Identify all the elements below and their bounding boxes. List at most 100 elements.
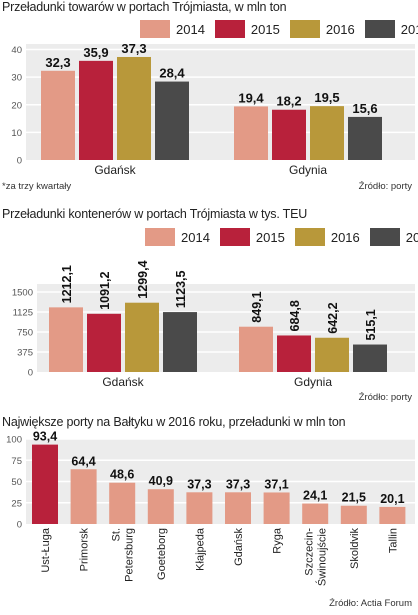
legend-item-2014: 2014 [145, 228, 210, 246]
bar [155, 81, 189, 160]
bar [277, 335, 311, 372]
category-label: Szczecin- [304, 528, 316, 576]
category-label: Gdańsk [102, 375, 144, 389]
bar [32, 444, 58, 524]
data-label: 1091,2 [98, 272, 112, 310]
bar [310, 106, 344, 160]
legend-item-2017: 2017* [364, 20, 418, 38]
chart1-plot: 0 10 20 30 40 32,3 35,9 37,3 28,4 Gdańsk 19,4 18,2 1… [11, 41, 415, 177]
bar [239, 326, 273, 372]
data-label: 93,4 [33, 430, 57, 444]
legend-swatch [294, 228, 325, 246]
bar [379, 506, 406, 524]
y-tick-label: 1125 [13, 308, 33, 319]
legend-label: 2015 [255, 229, 285, 245]
legend-label: 2017 [405, 229, 418, 245]
legend-item-2016: 2016 [289, 20, 355, 38]
y-tick-label: 0 [17, 520, 22, 531]
bar [147, 489, 174, 524]
data-label: 21,5 [342, 491, 366, 505]
chart1-title: Przeładunki towarów w portach Trójmiasta… [2, 0, 287, 14]
bar [225, 492, 251, 524]
bar [125, 302, 159, 372]
chart2-legend: 2014 2015 2016 2017 [145, 228, 418, 246]
data-label: 28,4 [159, 66, 185, 81]
legend-item-2015: 2015 [214, 20, 280, 38]
data-label: 515,1 [364, 309, 378, 340]
category-label: Ust-Ługa [40, 527, 52, 573]
legend-label: 2016 [325, 21, 355, 37]
y-tick-label: 40 [11, 45, 22, 56]
bar [49, 307, 83, 372]
data-label: 32,3 [45, 55, 70, 70]
category-label: Gdynia [294, 375, 332, 389]
legend-swatch [140, 20, 170, 38]
legend-label: 2015 [250, 21, 280, 37]
chart3-plot: 0 25 50 75 100 93,4 Ust-Ługa 64,4 Primorsk 48,6 St… [6, 430, 415, 586]
bar [117, 56, 151, 160]
legend-item-2014: 2014 [140, 20, 205, 38]
chart2-plot: 0 375 750 1125 1500 1212,1 1091,2 1299,4 1123,5 G… [12, 260, 415, 389]
y-tick-label: 100 [6, 435, 22, 446]
bar [302, 503, 329, 524]
category-label: Gdynia [289, 163, 327, 177]
legend-swatch [219, 228, 250, 246]
bar [348, 116, 382, 160]
data-label: 19,4 [238, 90, 264, 105]
y-tick-label: 750 [17, 328, 33, 339]
y-tick-label: 375 [17, 348, 33, 359]
bar [79, 60, 113, 160]
legend-item-2015: 2015 [219, 228, 285, 246]
legend-swatch [369, 228, 400, 246]
y-tick-label: 0 [28, 368, 33, 379]
y-tick-label: 10 [11, 128, 22, 139]
legend-item-2017: 2017 [369, 228, 418, 246]
data-label: 849,1 [250, 291, 264, 322]
data-label: 684,8 [288, 300, 302, 331]
chart1-source: Źródło: porty [358, 181, 412, 192]
data-label: 24,1 [303, 489, 327, 503]
bar [353, 344, 387, 372]
bar [340, 505, 367, 524]
data-label: 48,6 [110, 468, 134, 482]
category-label: Goeteborg [156, 528, 168, 580]
data-label: 37,3 [187, 477, 211, 491]
bar [87, 313, 121, 372]
legend-swatch [145, 228, 175, 246]
legend-label: 2014 [181, 229, 210, 245]
category-label: Ryga [272, 527, 284, 554]
data-label: 1299,4 [136, 260, 150, 298]
y-tick-label: 75 [11, 456, 22, 467]
y-tick-label: 25 [11, 498, 22, 509]
data-label: 642,2 [326, 302, 340, 333]
chart2-source: Źródło: porty [358, 392, 412, 403]
data-label: 37,3 [121, 41, 146, 56]
bar [70, 469, 97, 524]
category-label: Primorsk [79, 528, 91, 572]
y-tick-label: 0 [17, 156, 22, 167]
category-label: Petersburg [124, 528, 136, 582]
category-label: Kłajpeda [194, 527, 206, 571]
data-label: 37,1 [264, 477, 288, 491]
bar [263, 492, 290, 524]
data-label: 1123,5 [174, 270, 188, 308]
data-label: 18,2 [276, 94, 301, 109]
legend-swatch [214, 20, 245, 38]
bar [186, 492, 213, 524]
bar [234, 106, 268, 160]
bar [163, 312, 197, 372]
legend-item-2016: 2016 [294, 228, 360, 246]
data-label: 35,9 [83, 45, 108, 60]
data-label: 1212,1 [60, 265, 74, 303]
category-label: Tallin [387, 528, 399, 553]
bar [41, 70, 75, 160]
legend-swatch [289, 20, 320, 38]
chart2-title: Przeładunki kontenerów w portach Trójmia… [2, 207, 308, 221]
chart3-title: Największe porty na Bałtyku w 2016 roku,… [2, 415, 346, 429]
y-tick-label: 1500 [12, 288, 33, 299]
bar [109, 482, 136, 524]
data-label: 64,4 [71, 454, 95, 468]
data-label: 19,5 [314, 90, 339, 105]
category-label: Skoldvik [349, 528, 361, 569]
chart3-source: Źródło: Actia Forum [329, 598, 412, 609]
